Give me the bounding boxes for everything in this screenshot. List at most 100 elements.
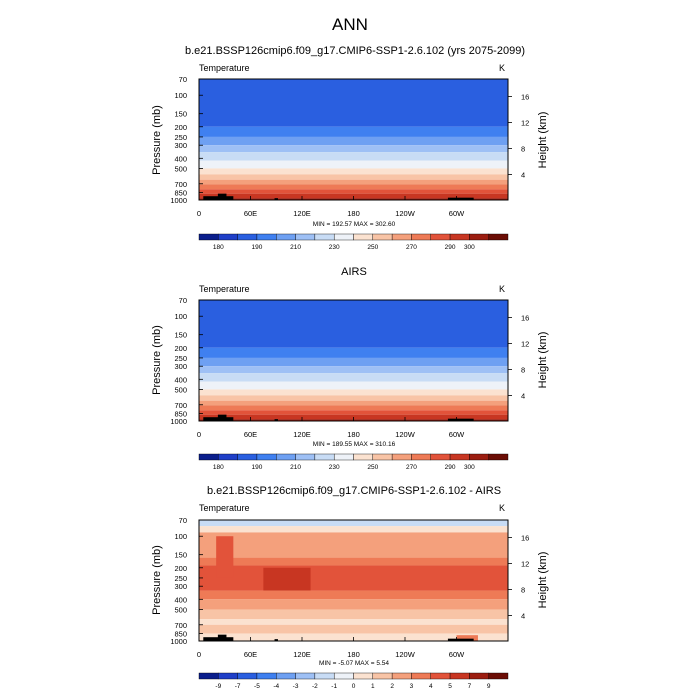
contour-band (199, 373, 508, 382)
contour-band (199, 145, 508, 153)
panel-airs-variable: Temperature (199, 284, 250, 294)
colorbar-swatch (276, 233, 296, 241)
terrain-mask (274, 198, 278, 200)
terrain-mask (217, 634, 227, 641)
colorbar-label: 270 (406, 244, 417, 251)
panel-airs-ylabel-right: Height (km) (537, 332, 549, 389)
colorbar-swatch (333, 672, 354, 680)
colorbar-swatch (333, 453, 354, 461)
terrain-mask (274, 419, 278, 421)
colorbar-swatch (469, 672, 489, 680)
colorbar-swatch (372, 453, 393, 461)
pressure-tick-label: 400 (174, 595, 187, 604)
colorbar-swatch (353, 672, 374, 680)
pressure-tick-label: 70 (179, 296, 187, 305)
colorbar-label: 210 (290, 244, 301, 251)
pressure-tick-label: 150 (174, 331, 187, 340)
colorbar-swatch (411, 672, 431, 680)
panel-model-ylabel: Pressure (mb) (151, 105, 163, 175)
pressure-tick-label: 700 (174, 621, 187, 630)
panel-diff-plot (198, 519, 509, 642)
colorbar-label: 3 (410, 683, 414, 690)
colorbar-label: 1 (371, 683, 375, 690)
colorbar-swatch (488, 233, 509, 241)
contour-band (199, 526, 508, 533)
panel-model-longitude-axis: 0 60E 120E 180 120W 60W (197, 196, 465, 218)
contour-band (199, 189, 508, 194)
colorbar-label: 290 (445, 464, 456, 471)
colorbar-label: -2 (312, 683, 318, 690)
longitude-tick-label: 60W (449, 650, 465, 659)
terrain-mask (274, 639, 278, 641)
contour-band (199, 174, 508, 180)
colorbar-swatch (237, 233, 258, 241)
contour-band (199, 395, 508, 401)
longitude-tick-label: 0 (197, 430, 201, 439)
longitude-tick-label: 60W (449, 209, 465, 218)
panel-diff-longitude-axis: 0 60E 120E 180 120W 60W (197, 637, 465, 659)
panel-model: b.e21.BSSP126cmip6.f09_g17.CMIP6-SSP1-2.… (151, 45, 549, 251)
contour-band (216, 536, 234, 578)
colorbar-label: 190 (252, 464, 263, 471)
longitude-tick-label: 60E (244, 209, 257, 218)
contour-band (199, 366, 508, 374)
panel-airs-colorbar: 180 190 210 230 250 270 290 300 (198, 453, 509, 471)
pressure-tick-label: 150 (174, 551, 187, 560)
colorbar-swatch (449, 233, 470, 241)
colorbar-swatch (218, 233, 238, 241)
colorbar-label: 2 (390, 683, 394, 690)
terrain-mask (217, 193, 227, 200)
contour-band (199, 609, 508, 620)
panel-diff-height-axis: 16 12 8 4 (508, 534, 529, 621)
colorbar-label: 0 (352, 683, 356, 690)
panel-model-height-axis: 16 12 8 4 (508, 93, 529, 180)
colorbar-swatch (295, 233, 316, 241)
contour-band (199, 599, 508, 610)
longitude-tick-label: 180 (347, 650, 360, 659)
contour-band (199, 136, 508, 146)
pressure-tick-label: 250 (174, 354, 187, 363)
colorbar-swatch (314, 233, 335, 241)
colorbar-label: 250 (367, 464, 378, 471)
page-title: ANN (332, 15, 368, 34)
panel-diff-stats: MIN = -5.07 MAX = 5.54 (319, 660, 389, 667)
contour-band (199, 400, 508, 406)
height-tick-label: 4 (521, 171, 525, 180)
panel-model-title: b.e21.BSSP126cmip6.f09_g17.CMIP6-SSP1-2.… (185, 45, 525, 57)
longitude-tick-label: 120W (395, 650, 416, 659)
colorbar-swatch (430, 233, 451, 241)
longitude-tick-label: 60W (449, 430, 465, 439)
colorbar-swatch (256, 453, 277, 461)
panel-model-units: K (499, 63, 505, 73)
pressure-tick-label: 400 (174, 375, 187, 384)
colorbar-swatch (295, 672, 316, 680)
contour-band (199, 532, 508, 558)
contour-band (199, 619, 508, 625)
colorbar-label: 250 (367, 244, 378, 251)
panel-diff-ylabel: Pressure (mb) (151, 545, 163, 615)
contour-band (199, 347, 508, 358)
contour-band (263, 567, 311, 591)
contour-band (199, 126, 508, 137)
colorbar-label: 210 (290, 464, 301, 471)
colorbar-swatch (237, 672, 258, 680)
pressure-tick-label: 300 (174, 362, 187, 371)
longitude-tick-label: 0 (197, 650, 201, 659)
colorbar-label: -9 (215, 683, 221, 690)
contour-band (199, 405, 508, 411)
contour-band (199, 184, 508, 190)
contour-band (199, 389, 508, 396)
contour-band (199, 79, 508, 127)
contour-band (199, 179, 508, 185)
height-tick-label: 16 (521, 314, 529, 323)
longitude-tick-label: 120E (293, 209, 311, 218)
height-tick-label: 16 (521, 93, 529, 102)
colorbar-label: -3 (293, 683, 299, 690)
colorbar-label: 300 (464, 244, 475, 251)
pressure-tick-label: 500 (174, 164, 187, 173)
colorbar-label: 9 (487, 683, 491, 690)
contour-band (199, 168, 508, 175)
contour-band (199, 410, 508, 415)
